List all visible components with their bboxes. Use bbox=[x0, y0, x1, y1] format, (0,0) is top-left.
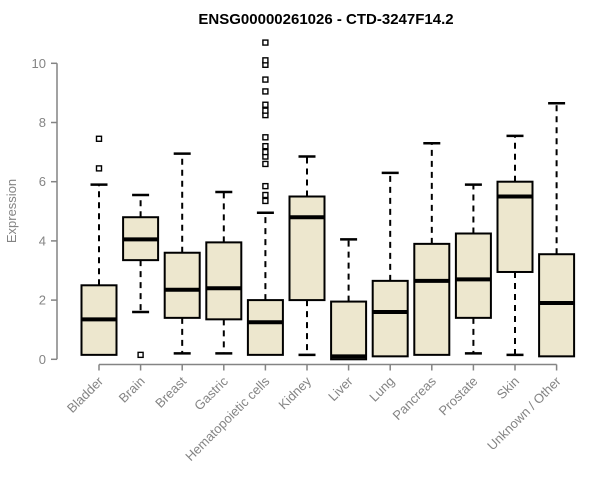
outlier-point bbox=[262, 76, 269, 83]
y-tick-label: 0 bbox=[39, 352, 46, 367]
box-rect bbox=[246, 299, 284, 356]
x-category-label: Prostate bbox=[436, 374, 481, 419]
outlier-point bbox=[262, 148, 269, 156]
box-rect bbox=[454, 232, 492, 319]
box-liver bbox=[330, 238, 368, 361]
chart-title: ENSG00000261026 - CTD-3247F14.2 bbox=[198, 11, 453, 28]
box-brain bbox=[122, 193, 160, 359]
box-rect bbox=[330, 300, 368, 361]
x-category-label: Unknown / Other bbox=[484, 373, 564, 453]
outlier-point bbox=[262, 182, 269, 190]
outlier-point bbox=[262, 57, 269, 64]
box-breast bbox=[163, 152, 201, 355]
x-category-label: Skin bbox=[494, 374, 522, 402]
x-category-label: Kidney bbox=[275, 373, 314, 412]
outlier-point bbox=[262, 88, 269, 95]
outlier-point bbox=[262, 107, 269, 114]
x-category-label: Brain bbox=[116, 374, 148, 406]
outlier-point bbox=[137, 351, 144, 359]
box-rect bbox=[288, 195, 326, 302]
outlier-point bbox=[95, 165, 103, 172]
y-tick-label: 2 bbox=[39, 293, 46, 308]
y-tick-label: 4 bbox=[39, 233, 46, 248]
box-pancreas bbox=[413, 141, 451, 356]
box-lung bbox=[371, 171, 409, 358]
outlier-point bbox=[262, 134, 269, 141]
box-bladder bbox=[80, 135, 118, 356]
box-rect bbox=[413, 242, 451, 356]
x-category-label: Gastric bbox=[191, 373, 231, 413]
x-category-label: Lung bbox=[366, 374, 397, 405]
box-rect bbox=[163, 251, 201, 319]
outlier-point bbox=[262, 39, 269, 46]
box-gastric bbox=[205, 190, 243, 355]
y-axis-label: Expression bbox=[4, 179, 19, 243]
box-skin bbox=[496, 134, 534, 357]
outlier-point bbox=[262, 101, 269, 108]
y-tick-label: 6 bbox=[39, 174, 46, 189]
outlier-point bbox=[262, 197, 269, 205]
box-prostate bbox=[454, 183, 492, 355]
x-category-label: Breast bbox=[152, 373, 189, 410]
box-unknown-other bbox=[538, 102, 576, 358]
y-axis: 0 2 4 6 8 10 bbox=[32, 56, 58, 367]
box-rect bbox=[205, 241, 243, 321]
boxplot-boxes bbox=[80, 39, 576, 361]
x-category-label: Liver bbox=[325, 373, 356, 404]
outlier-point bbox=[262, 160, 269, 168]
outlier-point bbox=[262, 191, 269, 199]
y-tick-label: 8 bbox=[39, 115, 46, 130]
y-tick-label: 10 bbox=[32, 56, 46, 71]
x-category-label: Pancreas bbox=[389, 373, 439, 423]
outlier-point bbox=[95, 135, 103, 142]
box-rect bbox=[538, 253, 576, 358]
box-hematopoietic-cells bbox=[246, 39, 284, 356]
x-category-label: Bladder bbox=[64, 373, 107, 416]
box-kidney bbox=[288, 155, 326, 357]
box-rect bbox=[371, 279, 409, 358]
outlier-point bbox=[262, 142, 269, 150]
